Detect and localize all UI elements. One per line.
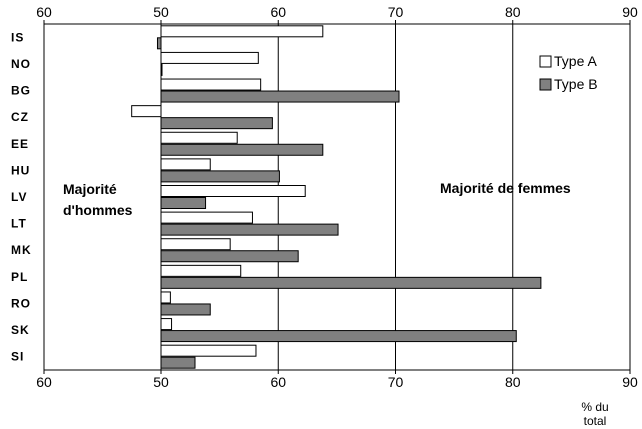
- bar-lt-type-a: [160, 211, 253, 224]
- bottom-tick-label-3: 70: [388, 374, 404, 390]
- x-axis-label-line-1: % du: [581, 400, 608, 414]
- bottom-tick-label-4: 80: [505, 374, 521, 390]
- legend-swatch-type-b: [539, 78, 552, 91]
- left-annotation: Majorité d'hommes: [63, 181, 133, 218]
- bottom-tick-label-5: 90: [622, 374, 638, 390]
- bar-cz-type-a: [131, 105, 162, 118]
- bar-ro-type-b: [160, 303, 211, 316]
- legend: Type A Type B: [539, 53, 598, 92]
- bar-ee-type-a: [160, 131, 238, 144]
- category-label-is: IS: [11, 30, 24, 44]
- bar-is-type-a: [160, 25, 324, 38]
- category-label-bg: BG: [11, 84, 31, 98]
- category-label-lt: LT: [11, 217, 27, 231]
- right-annotation: Majorité de femmes: [440, 180, 571, 196]
- bar-cz-type-b: [160, 117, 273, 130]
- grid-layer: [277, 24, 514, 370]
- category-label-lv: LV: [11, 190, 27, 204]
- bar-hu-type-a: [160, 158, 211, 171]
- category-label-ro: RO: [11, 296, 31, 310]
- top-tick-label-1: 50: [153, 4, 169, 20]
- category-label-sk: SK: [11, 323, 30, 337]
- top-tick-label-5: 90: [622, 4, 638, 20]
- bar-mk-type-a: [160, 238, 231, 251]
- bottom-tick-label-1: 50: [153, 374, 169, 390]
- legend-label-type-a: Type A: [554, 53, 597, 69]
- bottom-tick-label-2: 60: [270, 374, 286, 390]
- bar-lv-type-a: [160, 185, 306, 197]
- bar-hu-type-b: [160, 170, 280, 183]
- bar-sk-type-b: [160, 330, 517, 343]
- bar-si-type-b: [160, 356, 196, 369]
- bar-lv-type-b: [160, 197, 207, 209]
- category-label-pl: PL: [11, 270, 28, 284]
- category-label-no: NO: [11, 57, 31, 71]
- bottom-tick-label-0: 60: [36, 374, 52, 390]
- bar-pl-type-b: [160, 276, 542, 289]
- bar-ee-type-b: [160, 143, 324, 156]
- left-annotation-line-2: d'hommes: [63, 202, 133, 218]
- bar-bg-type-a: [160, 78, 262, 91]
- bar-ro-type-a: [160, 291, 171, 304]
- top-tick-label-4: 80: [505, 4, 521, 20]
- bar-pl-type-a: [160, 264, 242, 277]
- bar-si-type-a: [160, 344, 257, 357]
- category-labels: IS NO BG CZ EE HU LV LT MK PL RO SK SI: [11, 30, 32, 364]
- top-tick-label-0: 60: [36, 4, 52, 20]
- bar-lt-type-b: [160, 223, 339, 236]
- top-axis: 60 50 60 70 80 90: [36, 4, 638, 24]
- plot-frame: [43, 23, 631, 371]
- category-label-cz: CZ: [11, 110, 29, 124]
- legend-swatch-type-a: [539, 55, 552, 68]
- top-tick-label-2: 60: [270, 4, 286, 20]
- category-label-hu: HU: [11, 163, 30, 177]
- bar-mk-type-b: [160, 250, 299, 263]
- left-annotation-line-1: Majorité: [63, 181, 117, 197]
- category-label-si: SI: [11, 350, 24, 364]
- top-tick-label-3: 70: [388, 4, 404, 20]
- bar-bg-type-b: [160, 90, 400, 103]
- category-label-ee: EE: [11, 137, 29, 151]
- category-label-mk: MK: [11, 243, 32, 257]
- bar-sk-type-a: [160, 318, 173, 331]
- bar-is-type-b: [156, 37, 162, 50]
- legend-label-type-b: Type B: [554, 76, 598, 92]
- bars-layer: [131, 25, 542, 369]
- x-axis-label: % du total: [581, 400, 608, 428]
- bar-no-type-a: [160, 51, 259, 64]
- x-axis-label-line-2: total: [584, 414, 607, 428]
- bottom-axis: 60 50 60 70 80 90: [36, 370, 638, 390]
